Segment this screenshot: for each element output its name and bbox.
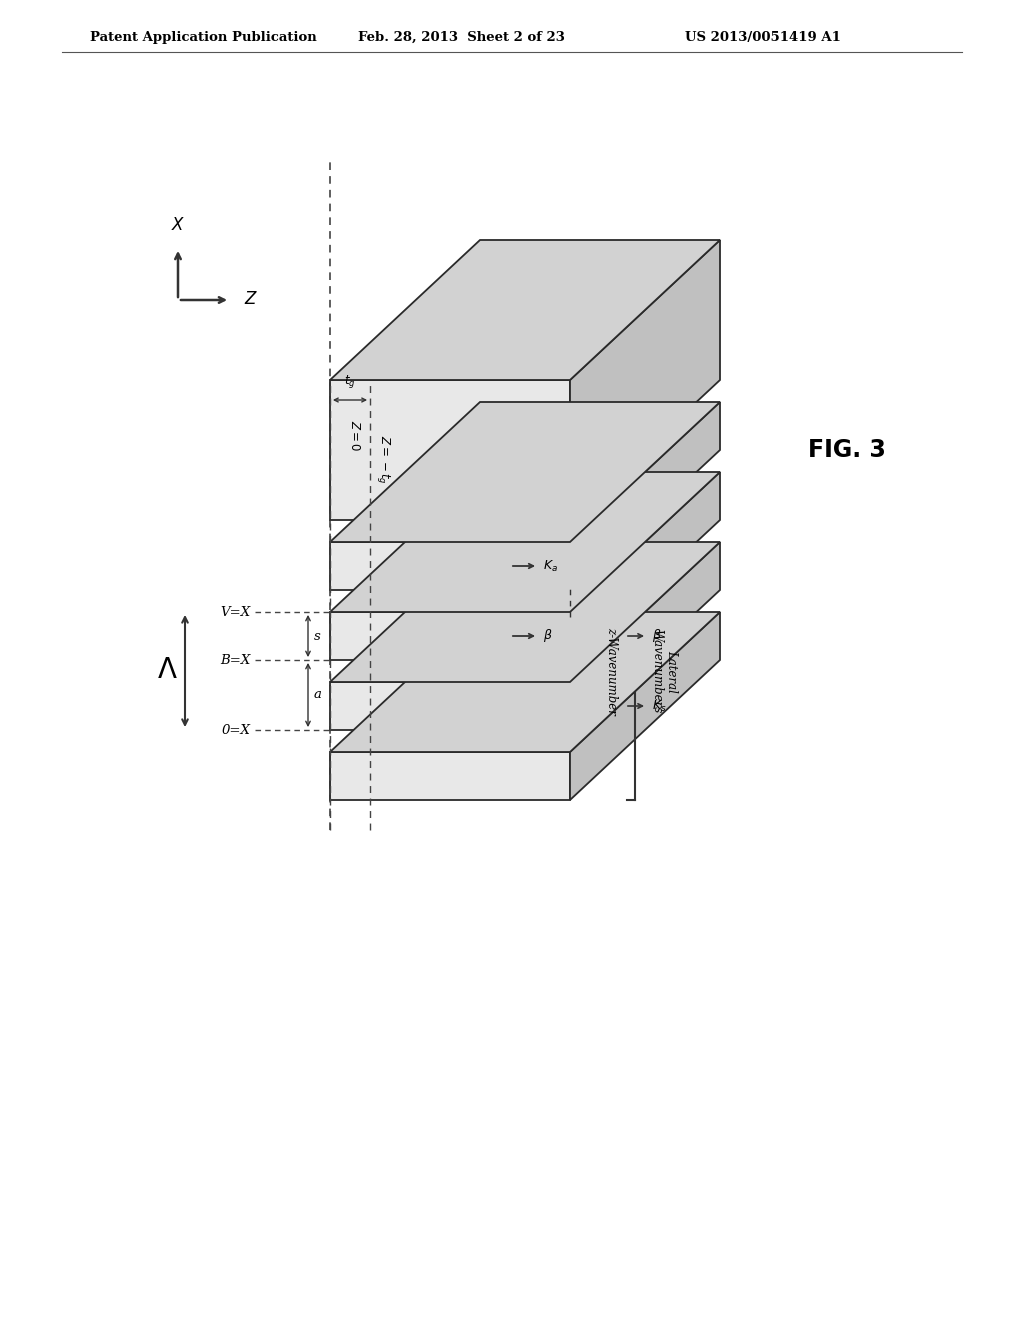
- Text: Patent Application Publication: Patent Application Publication: [90, 30, 316, 44]
- Polygon shape: [330, 682, 570, 730]
- Polygon shape: [330, 240, 720, 380]
- Polygon shape: [330, 543, 720, 682]
- Text: $X$: $X$: [171, 216, 185, 234]
- Text: $K_s$: $K_s$: [652, 698, 667, 714]
- Text: $Z = -t_g$: $Z = -t_g$: [375, 436, 392, 483]
- Text: a: a: [314, 689, 322, 701]
- Text: $\beta$: $\beta$: [543, 627, 553, 644]
- Text: $Z$: $Z$: [244, 292, 258, 309]
- Polygon shape: [330, 612, 720, 752]
- Text: $K_a$: $K_a$: [543, 558, 558, 574]
- Text: $Z = 0$: $Z = 0$: [348, 420, 361, 451]
- Text: FIG. 3: FIG. 3: [808, 438, 886, 462]
- Text: Feb. 28, 2013  Sheet 2 of 23: Feb. 28, 2013 Sheet 2 of 23: [358, 30, 565, 44]
- Polygon shape: [570, 403, 720, 590]
- Polygon shape: [570, 240, 720, 520]
- Text: z-Wavenumber: z-Wavenumber: [605, 627, 618, 715]
- Polygon shape: [330, 473, 720, 612]
- Polygon shape: [330, 403, 720, 543]
- Text: B=X: B=X: [220, 653, 250, 667]
- Polygon shape: [330, 612, 570, 660]
- Text: V=X: V=X: [220, 606, 250, 619]
- Polygon shape: [570, 543, 720, 730]
- Text: Lateral
Wavenumbers: Lateral Wavenumbers: [650, 628, 678, 713]
- Polygon shape: [330, 543, 570, 590]
- Text: s: s: [314, 630, 321, 643]
- Polygon shape: [330, 380, 570, 520]
- Text: $t_g$: $t_g$: [344, 374, 355, 389]
- Text: $\beta$: $\beta$: [652, 627, 662, 644]
- Text: $\Lambda$: $\Lambda$: [157, 657, 177, 685]
- Polygon shape: [570, 473, 720, 660]
- Polygon shape: [570, 612, 720, 800]
- Text: 0=X: 0=X: [221, 723, 250, 737]
- Polygon shape: [330, 752, 570, 800]
- Text: US 2013/0051419 A1: US 2013/0051419 A1: [685, 30, 841, 44]
